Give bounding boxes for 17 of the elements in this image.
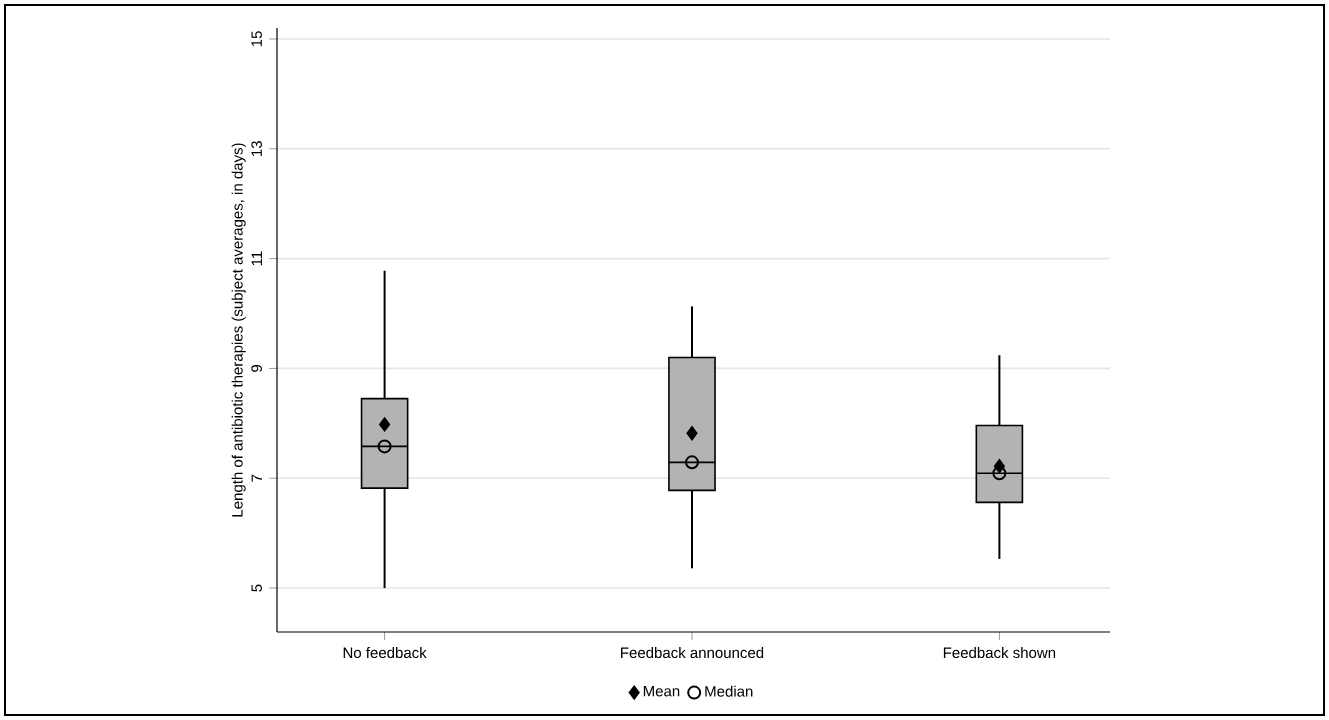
point xyxy=(684,455,699,470)
y-tick-label: 15 xyxy=(251,31,262,47)
y-axis-title: Length of antibiotic therapies (subject averages, in days) xyxy=(231,143,246,517)
legend-label: Median xyxy=(705,685,753,697)
y-tick-label: 13 xyxy=(251,141,262,156)
y-tick-label: 5 xyxy=(251,584,262,592)
point xyxy=(686,426,698,441)
point xyxy=(377,439,392,454)
x-tick-label: Feedback shown xyxy=(943,647,1056,659)
x-tick-label: Feedback announced xyxy=(621,647,764,659)
point xyxy=(992,466,1007,481)
legend-label: Mean xyxy=(643,685,680,697)
y-tick-label: 11 xyxy=(251,251,262,266)
point xyxy=(379,417,391,432)
y-tick-label: 7 xyxy=(251,474,262,482)
y-tick-label: 9 xyxy=(251,364,262,372)
x-tick-label: No feedback xyxy=(343,647,427,659)
